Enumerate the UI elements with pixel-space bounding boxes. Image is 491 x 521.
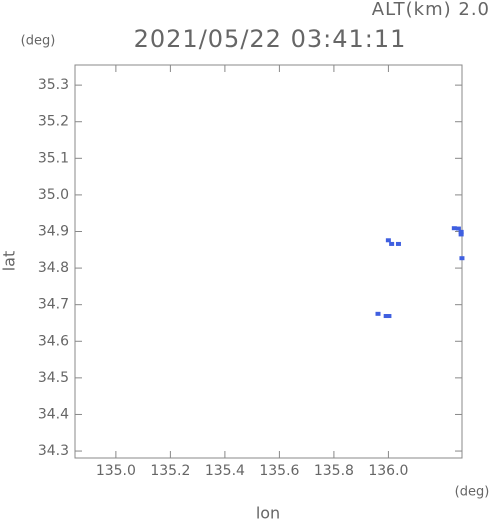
y-tick-label: 34.9 [38,223,69,239]
x-tick-label: 136.0 [368,463,408,479]
x-unit: (deg) [455,485,490,500]
y-axis-label: lat [0,251,19,272]
y-tick-label: 34.3 [38,443,69,459]
x-tick-label: 135.4 [205,463,245,479]
x-tick-label: 135.2 [150,463,190,479]
echo-point [459,256,465,261]
chart-subtitle: ALT(km) 2.0 [372,0,490,20]
echo-point [389,241,395,246]
echo-point [386,314,392,319]
y-tick-label: 35.0 [38,187,69,203]
echo-point [451,226,457,231]
x-tick-label: 135.8 [314,463,354,479]
x-tick-label: 135.0 [96,463,136,479]
chart-title: 2021/05/22 03:41:11 [134,25,407,53]
y-tick-label: 34.6 [38,333,69,349]
echo-point [455,226,461,231]
x-tick-label: 135.6 [259,463,299,479]
echo-point [458,232,464,237]
y-tick-label: 35.1 [38,150,69,166]
y-tick-label: 34.5 [38,370,69,386]
y-unit: (deg) [21,34,56,49]
y-tick-label: 34.7 [38,297,69,313]
x-axis-label: lon [256,504,280,521]
echo-point [375,311,381,316]
y-tick-label: 34.4 [38,406,69,422]
echo-point [383,314,389,319]
echo-point [385,238,391,243]
echo-point [458,229,464,234]
echo-point [395,241,401,246]
y-tick-label: 34.8 [38,260,69,276]
y-tick-label: 35.2 [38,114,69,130]
plot-frame [74,64,463,459]
y-tick-label: 35.3 [38,77,69,93]
